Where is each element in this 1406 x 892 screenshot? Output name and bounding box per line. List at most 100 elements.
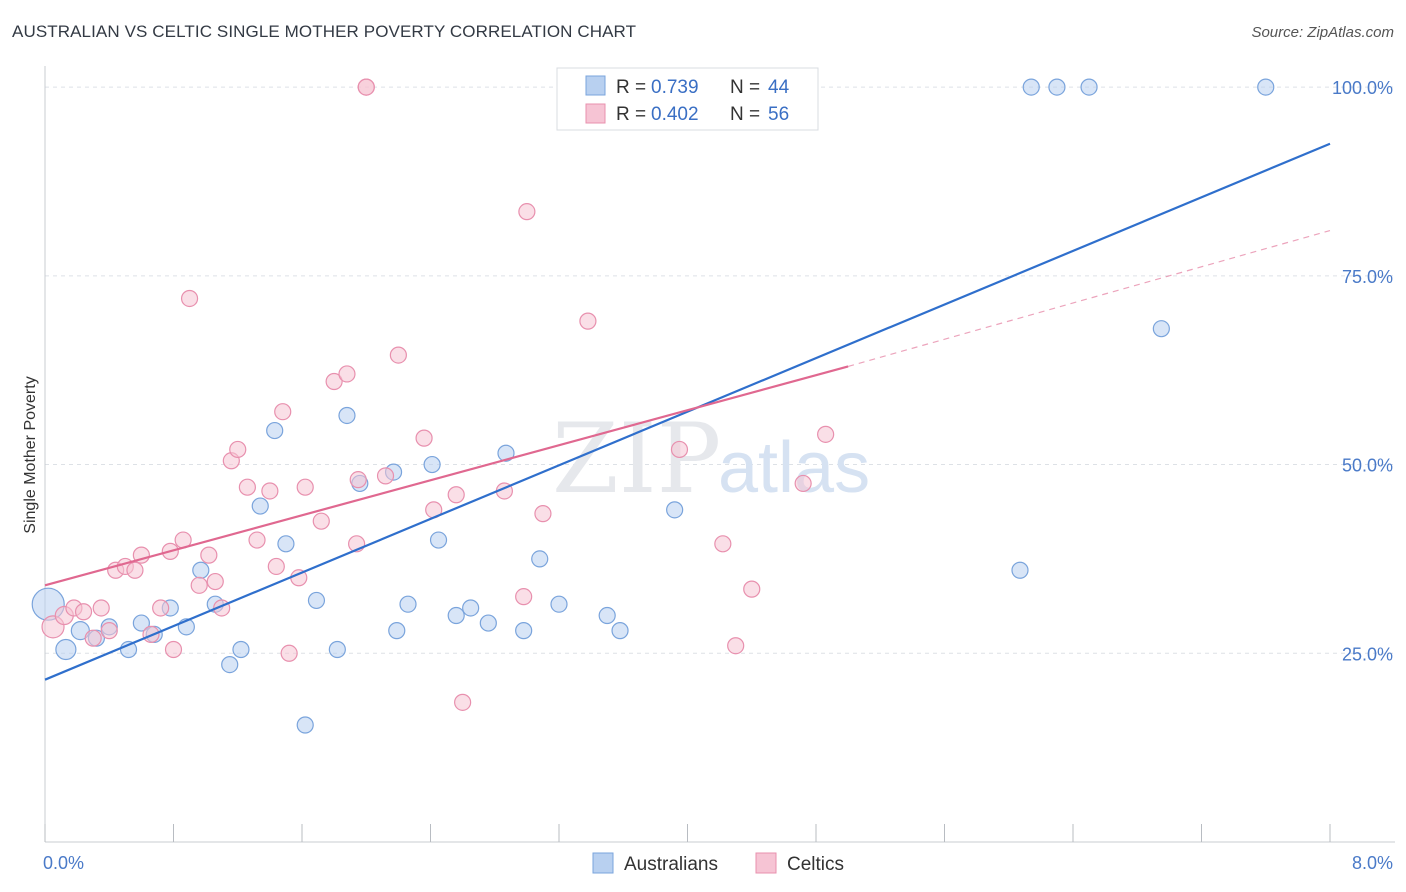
trend-lines xyxy=(44,142,1331,681)
point-celtics-28 xyxy=(280,644,298,662)
stats-n-value-1: 44 xyxy=(768,77,790,98)
stats-r-label-1: R = xyxy=(616,77,646,98)
point-australians-23 xyxy=(388,622,406,640)
x-tick-labels: 0.0% 8.0% xyxy=(43,853,1393,873)
point-australians-43 xyxy=(1257,78,1275,96)
trend-extension-celtics xyxy=(847,229,1331,367)
trend-line-australians xyxy=(44,142,1331,681)
point-celtics-9 xyxy=(126,561,144,579)
watermark: ZIP atlas xyxy=(552,403,870,515)
point-australians-28 xyxy=(462,599,480,617)
y-axis-label: Single Mother Poverty xyxy=(22,376,39,533)
point-celtics-23 xyxy=(238,478,256,496)
point-australians-1 xyxy=(55,638,77,661)
point-celtics-22 xyxy=(229,440,247,459)
point-australians-18 xyxy=(307,591,326,610)
point-australians-41 xyxy=(1080,78,1098,96)
point-celtics-53 xyxy=(817,425,835,443)
point-celtics-5 xyxy=(92,599,110,617)
point-celtics-19 xyxy=(206,572,224,591)
point-celtics-40 xyxy=(447,486,465,504)
point-australians-27 xyxy=(447,606,465,625)
point-celtics-41 xyxy=(454,693,472,711)
point-australians-29 xyxy=(479,614,497,632)
point-australians-15 xyxy=(266,421,284,440)
point-celtics-4 xyxy=(84,629,102,647)
point-australians-24 xyxy=(399,595,417,613)
x-tick-label-0: 0.0% xyxy=(43,853,84,873)
point-celtics-33 xyxy=(338,365,356,383)
point-celtics-37 xyxy=(389,346,407,364)
point-celtics-50 xyxy=(727,637,745,655)
point-australians-30 xyxy=(497,444,515,462)
point-celtics-26 xyxy=(267,557,285,576)
stats-box: R = 0.739 N = 44 R = 0.402 N = 56 xyxy=(556,67,819,131)
point-celtics-52 xyxy=(794,474,812,493)
y-tick-label-2: 75.0% xyxy=(1342,267,1393,287)
point-australians-39 xyxy=(1022,78,1040,96)
y-tick-labels: 25.0% 50.0% 75.0% 100.0% xyxy=(1332,78,1393,664)
source-label: Source: ZipAtlas.com xyxy=(1251,24,1394,41)
stats-r-value-1: 0.739 xyxy=(651,77,699,98)
stats-r-label-2: R = xyxy=(616,104,646,125)
point-australians-26 xyxy=(429,531,448,549)
point-australians-17 xyxy=(296,716,314,734)
point-celtics-48 xyxy=(670,440,689,459)
point-australians-38 xyxy=(1011,561,1029,579)
point-australians-6 xyxy=(132,614,150,632)
point-celtics-12 xyxy=(152,599,170,617)
chart-title: AUSTRALIAN VS CELTIC SINGLE MOTHER POVER… xyxy=(12,22,637,41)
point-australians-14 xyxy=(251,497,269,515)
point-celtics-54 xyxy=(357,78,375,96)
legend-label-australians: Australians xyxy=(624,854,718,875)
point-australians-33 xyxy=(550,595,568,613)
grid-lines xyxy=(45,86,1395,654)
point-australians-20 xyxy=(338,406,356,425)
point-celtics-6 xyxy=(100,622,118,640)
point-celtics-49 xyxy=(714,535,732,553)
point-celtics-24 xyxy=(248,531,266,549)
point-australians-10 xyxy=(192,561,210,579)
point-australians-36 xyxy=(611,622,629,640)
axes xyxy=(44,66,1395,843)
stats-n-label-1: N = xyxy=(730,77,760,98)
point-australians-42 xyxy=(1152,320,1170,338)
point-australians-35 xyxy=(598,606,616,625)
trend-line-celtics xyxy=(44,365,849,587)
stats-n-label-2: N = xyxy=(730,104,760,125)
point-celtics-43 xyxy=(515,588,533,606)
stats-r-value-2: 0.402 xyxy=(651,104,699,125)
watermark-zip: ZIP xyxy=(552,403,721,515)
watermark-atlas: atlas xyxy=(718,428,870,508)
legend-label-celtics: Celtics xyxy=(787,854,844,875)
stats-n-value-2: 56 xyxy=(768,104,789,125)
stats-swatch-celtics xyxy=(585,103,606,124)
point-australians-37 xyxy=(666,501,684,519)
point-celtics-31 xyxy=(312,512,330,530)
point-australians-32 xyxy=(531,550,549,568)
point-australians-25 xyxy=(423,455,441,474)
point-celtics-38 xyxy=(415,429,433,447)
point-celtics-25 xyxy=(261,482,279,500)
x-tick-label-1: 8.0% xyxy=(1352,853,1393,873)
point-australians-31 xyxy=(515,622,533,640)
stats-swatch-australians xyxy=(585,75,606,96)
point-celtics-45 xyxy=(534,505,552,523)
point-celtics-18 xyxy=(200,546,218,564)
point-celtics-44 xyxy=(518,203,536,221)
point-celtics-27 xyxy=(274,403,292,421)
point-celtics-17 xyxy=(190,576,208,594)
point-celtics-16 xyxy=(180,289,199,308)
point-australians-40 xyxy=(1048,78,1066,96)
point-australians-16 xyxy=(277,535,295,553)
point-australians-12 xyxy=(221,655,239,674)
point-celtics-51 xyxy=(743,580,761,598)
y-tick-label-3: 100.0% xyxy=(1332,78,1393,98)
y-tick-label-1: 50.0% xyxy=(1342,456,1393,476)
point-australians-13 xyxy=(232,640,250,659)
data-points xyxy=(31,78,1275,734)
point-celtics-3 xyxy=(74,603,93,621)
legend-swatch-australians xyxy=(592,852,614,874)
point-celtics-30 xyxy=(296,478,314,496)
